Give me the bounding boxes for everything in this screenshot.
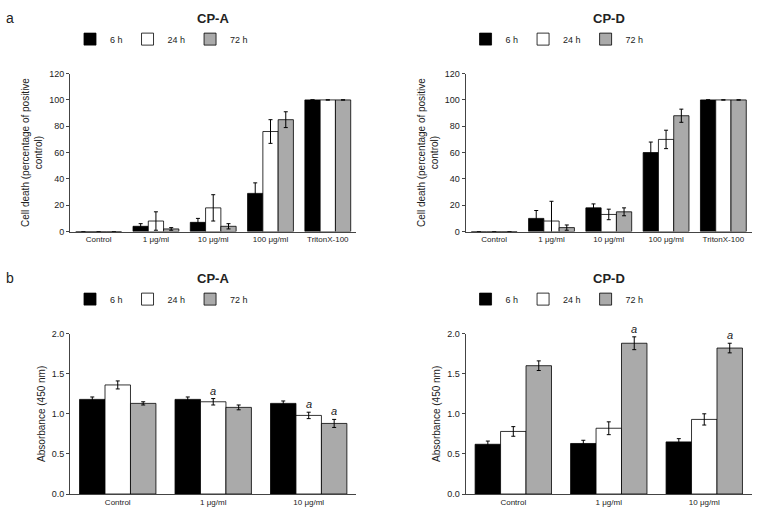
svg-text:72 h: 72 h [230,295,248,305]
svg-text:24 h: 24 h [563,35,581,45]
svg-text:6 h: 6 h [110,35,123,45]
svg-text:100 μg/ml: 100 μg/ml [648,235,684,244]
svg-text:a: a [631,323,637,335]
svg-text:72 h: 72 h [626,295,644,305]
svg-text:6 h: 6 h [506,295,519,305]
svg-text:40: 40 [54,174,64,184]
svg-text:72 h: 72 h [626,35,644,45]
svg-text:0.5: 0.5 [52,449,65,459]
svg-text:Control: Control [481,235,507,244]
svg-text:0.0: 0.0 [52,489,65,499]
svg-text:CP-A: CP-A [197,271,229,286]
svg-text:6 h: 6 h [110,295,123,305]
svg-text:0: 0 [59,227,64,237]
svg-text:1 μg/ml: 1 μg/ml [200,498,227,507]
svg-text:0: 0 [455,227,460,237]
svg-text:24 h: 24 h [563,295,581,305]
svg-text:40: 40 [450,174,460,184]
svg-text:1 μg/ml: 1 μg/ml [143,235,170,244]
svg-text:80: 80 [54,121,64,131]
svg-text:120: 120 [49,69,64,79]
svg-text:0.0: 0.0 [447,489,460,499]
svg-text:60: 60 [54,148,64,158]
svg-text:1.0: 1.0 [52,409,65,419]
svg-text:1 μg/ml: 1 μg/ml [538,235,565,244]
svg-text:24 h: 24 h [168,35,186,45]
svg-text:CP-D: CP-D [593,271,625,286]
svg-text:10 μg/ml: 10 μg/ml [593,235,624,244]
svg-text:100 μg/ml: 100 μg/ml [253,235,289,244]
svg-text:Control: Control [105,498,131,507]
svg-text:Control: Control [86,235,112,244]
svg-text:80: 80 [450,121,460,131]
svg-text:Absorbance (450 nm): Absorbance (450 nm) [431,366,442,462]
svg-text:60: 60 [450,148,460,158]
svg-text:72 h: 72 h [230,35,248,45]
svg-text:100: 100 [49,95,64,105]
svg-text:10 μg/ml: 10 μg/ml [689,498,720,507]
svg-text:6 h: 6 h [506,35,519,45]
svg-text:Absorbance (450 nm): Absorbance (450 nm) [36,366,47,462]
svg-text:a: a [210,385,216,397]
svg-text:20: 20 [54,200,64,210]
svg-text:100: 100 [445,95,460,105]
svg-text:2.0: 2.0 [52,329,65,339]
svg-text:1.5: 1.5 [447,369,460,379]
svg-text:2.0: 2.0 [447,329,460,339]
svg-text:Cell death (percentage of posi: Cell death (percentage of positivecontro… [416,78,440,227]
svg-text:TritonX-100: TritonX-100 [307,235,349,244]
svg-text:Control: Control [500,498,526,507]
svg-text:1 μg/ml: 1 μg/ml [596,498,623,507]
svg-text:24 h: 24 h [168,295,186,305]
svg-text:1.5: 1.5 [52,369,65,379]
svg-text:a: a [331,405,337,417]
svg-text:CP-D: CP-D [593,11,625,26]
svg-text:CP-A: CP-A [197,11,229,26]
svg-text:10 μg/ml: 10 μg/ml [293,498,324,507]
svg-text:a: a [727,329,733,341]
svg-text:120: 120 [445,69,460,79]
svg-text:TritonX-100: TritonX-100 [703,235,745,244]
svg-text:a: a [6,10,14,26]
svg-text:0.5: 0.5 [447,449,460,459]
svg-text:a: a [306,398,312,410]
svg-text:b: b [6,270,14,286]
svg-text:20: 20 [450,200,460,210]
svg-text:Cell death (percentage of posi: Cell death (percentage of positivecontro… [20,78,44,227]
svg-text:1.0: 1.0 [447,409,460,419]
svg-text:10 μg/ml: 10 μg/ml [198,235,229,244]
